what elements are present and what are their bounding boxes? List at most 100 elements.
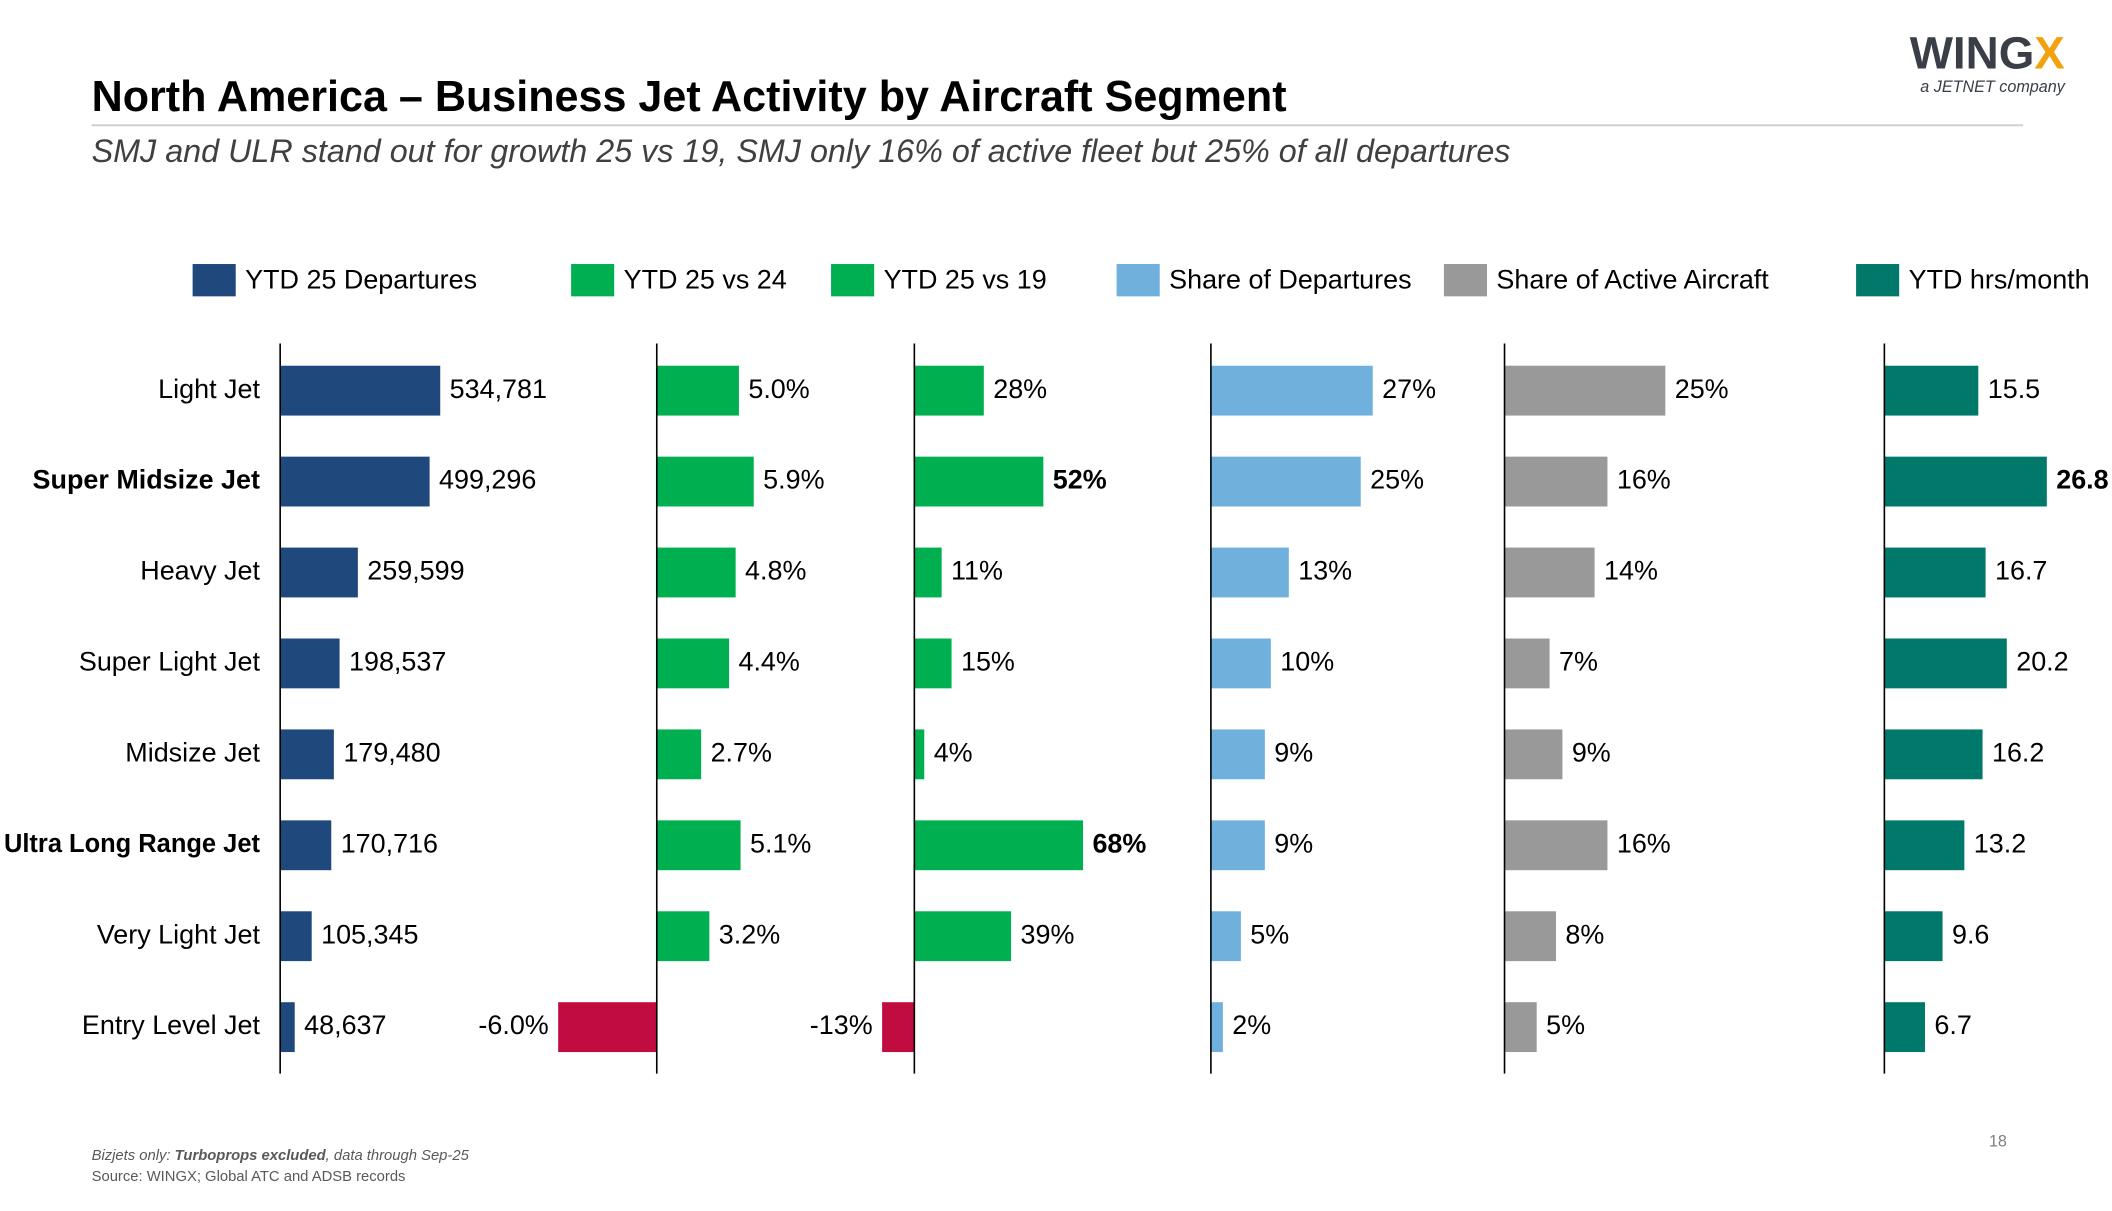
legend-label: Share of Active Aircraft — [1496, 265, 1769, 295]
bar — [1210, 365, 1373, 416]
category-label: Very Light Jet — [97, 919, 261, 949]
bar — [882, 1002, 915, 1053]
bar — [1504, 1002, 1537, 1053]
legend-swatch — [1116, 264, 1160, 297]
value-label: 68% — [1092, 828, 1146, 858]
value-label: 4.8% — [745, 556, 806, 586]
value-label: 7% — [1559, 647, 1598, 677]
legend-label: YTD hrs/month — [1909, 265, 2090, 295]
value-label: 13.2 — [1974, 828, 2026, 858]
value-label: 9.6 — [1952, 919, 1989, 949]
subtitle: SMJ and ULR stand out for growth 25 vs 1… — [92, 133, 1511, 169]
value-label: 499,296 — [439, 465, 536, 495]
value-label: 5.1% — [750, 828, 811, 858]
value-label: 52% — [1053, 465, 1107, 495]
bar — [1884, 365, 1979, 416]
bar — [914, 456, 1044, 507]
value-label: 16% — [1617, 828, 1671, 858]
bar — [914, 820, 1084, 871]
value-label: 15% — [961, 647, 1015, 677]
value-label: 16% — [1617, 465, 1671, 495]
bar — [1210, 638, 1271, 689]
value-label: 105,345 — [321, 919, 418, 949]
bar — [1210, 820, 1265, 871]
bar — [1884, 729, 1983, 780]
bar — [280, 456, 430, 507]
bar — [1884, 547, 1986, 598]
footnote-suffix: , data through Sep-25 — [326, 1148, 470, 1164]
legend-swatch — [831, 264, 875, 297]
value-label: 8% — [1565, 919, 1604, 949]
category-label: Light Jet — [158, 374, 260, 404]
footnote-prefix: Bizjets only: — [92, 1148, 175, 1164]
value-label: 5.9% — [763, 465, 824, 495]
value-label: 2% — [1232, 1010, 1271, 1040]
value-label: 26.8 — [2056, 465, 2108, 495]
bar — [1504, 638, 1550, 689]
bar — [1210, 729, 1265, 780]
logo-tagline: a JETNET company — [1920, 78, 2065, 96]
bar — [280, 729, 334, 780]
value-label: 27% — [1382, 374, 1436, 404]
bar — [1504, 911, 1556, 962]
bar — [656, 820, 741, 871]
footnote: Bizjets only: Turboprops excluded, data … — [92, 1148, 470, 1164]
bar — [1210, 911, 1241, 962]
value-label: 5% — [1546, 1010, 1585, 1040]
bar — [1210, 547, 1289, 598]
legend-label: YTD 25 vs 19 — [884, 265, 1047, 295]
category-label: Super Midsize Jet — [33, 465, 260, 495]
value-label: 9% — [1572, 737, 1611, 767]
value-label: 259,599 — [367, 556, 464, 586]
legend-label: Share of Departures — [1169, 265, 1411, 295]
logo: WINGX — [1910, 28, 2066, 79]
value-label: 5% — [1250, 919, 1289, 949]
value-label: 170,716 — [341, 828, 438, 858]
bar — [1504, 729, 1563, 780]
bar — [656, 729, 702, 780]
value-label: 9% — [1274, 828, 1313, 858]
bar — [280, 365, 441, 416]
source: Source: WINGX; Global ATC and ADSB recor… — [92, 1169, 406, 1185]
bar — [1884, 1002, 1925, 1053]
bar — [1504, 547, 1595, 598]
bar — [280, 638, 340, 689]
bar — [1210, 456, 1361, 507]
bar — [914, 365, 984, 416]
bar — [1504, 820, 1608, 871]
value-label: 4% — [934, 737, 973, 767]
bar — [1504, 456, 1608, 507]
value-label: 179,480 — [343, 737, 440, 767]
bar — [914, 547, 942, 598]
legend-swatch — [1443, 264, 1488, 297]
value-label: -13% — [810, 1010, 873, 1040]
value-label: 14% — [1604, 556, 1658, 586]
category-label: Ultra Long Range Jet — [4, 830, 260, 858]
value-label: 4.4% — [738, 647, 799, 677]
bar — [914, 911, 1012, 962]
legend-swatch — [571, 264, 615, 297]
footnote-emphasis: Turboprops excluded — [175, 1148, 327, 1164]
value-label: 198,537 — [349, 647, 446, 677]
chart: Light Jet Super Midsize Jet Heavy Jet Super… — [4, 264, 2109, 1074]
bar — [656, 911, 710, 962]
value-label: 5.0% — [748, 374, 809, 404]
category-label: Super Light Jet — [79, 647, 261, 677]
category-label: Midsize Jet — [125, 737, 260, 767]
value-label: 16.2 — [1992, 737, 2044, 767]
bar — [1884, 911, 1943, 962]
value-label: 534,781 — [450, 374, 547, 404]
bar — [914, 729, 925, 780]
value-label: 6.7 — [1934, 1010, 1971, 1040]
bar — [280, 547, 358, 598]
bar — [558, 1002, 657, 1053]
value-label: 48,637 — [304, 1010, 386, 1040]
title: North America – Business Jet Activity by… — [92, 73, 1287, 121]
legend-label: YTD 25 Departures — [245, 265, 477, 295]
bar — [656, 547, 736, 598]
value-label: 11% — [951, 556, 1003, 586]
bar — [656, 638, 730, 689]
